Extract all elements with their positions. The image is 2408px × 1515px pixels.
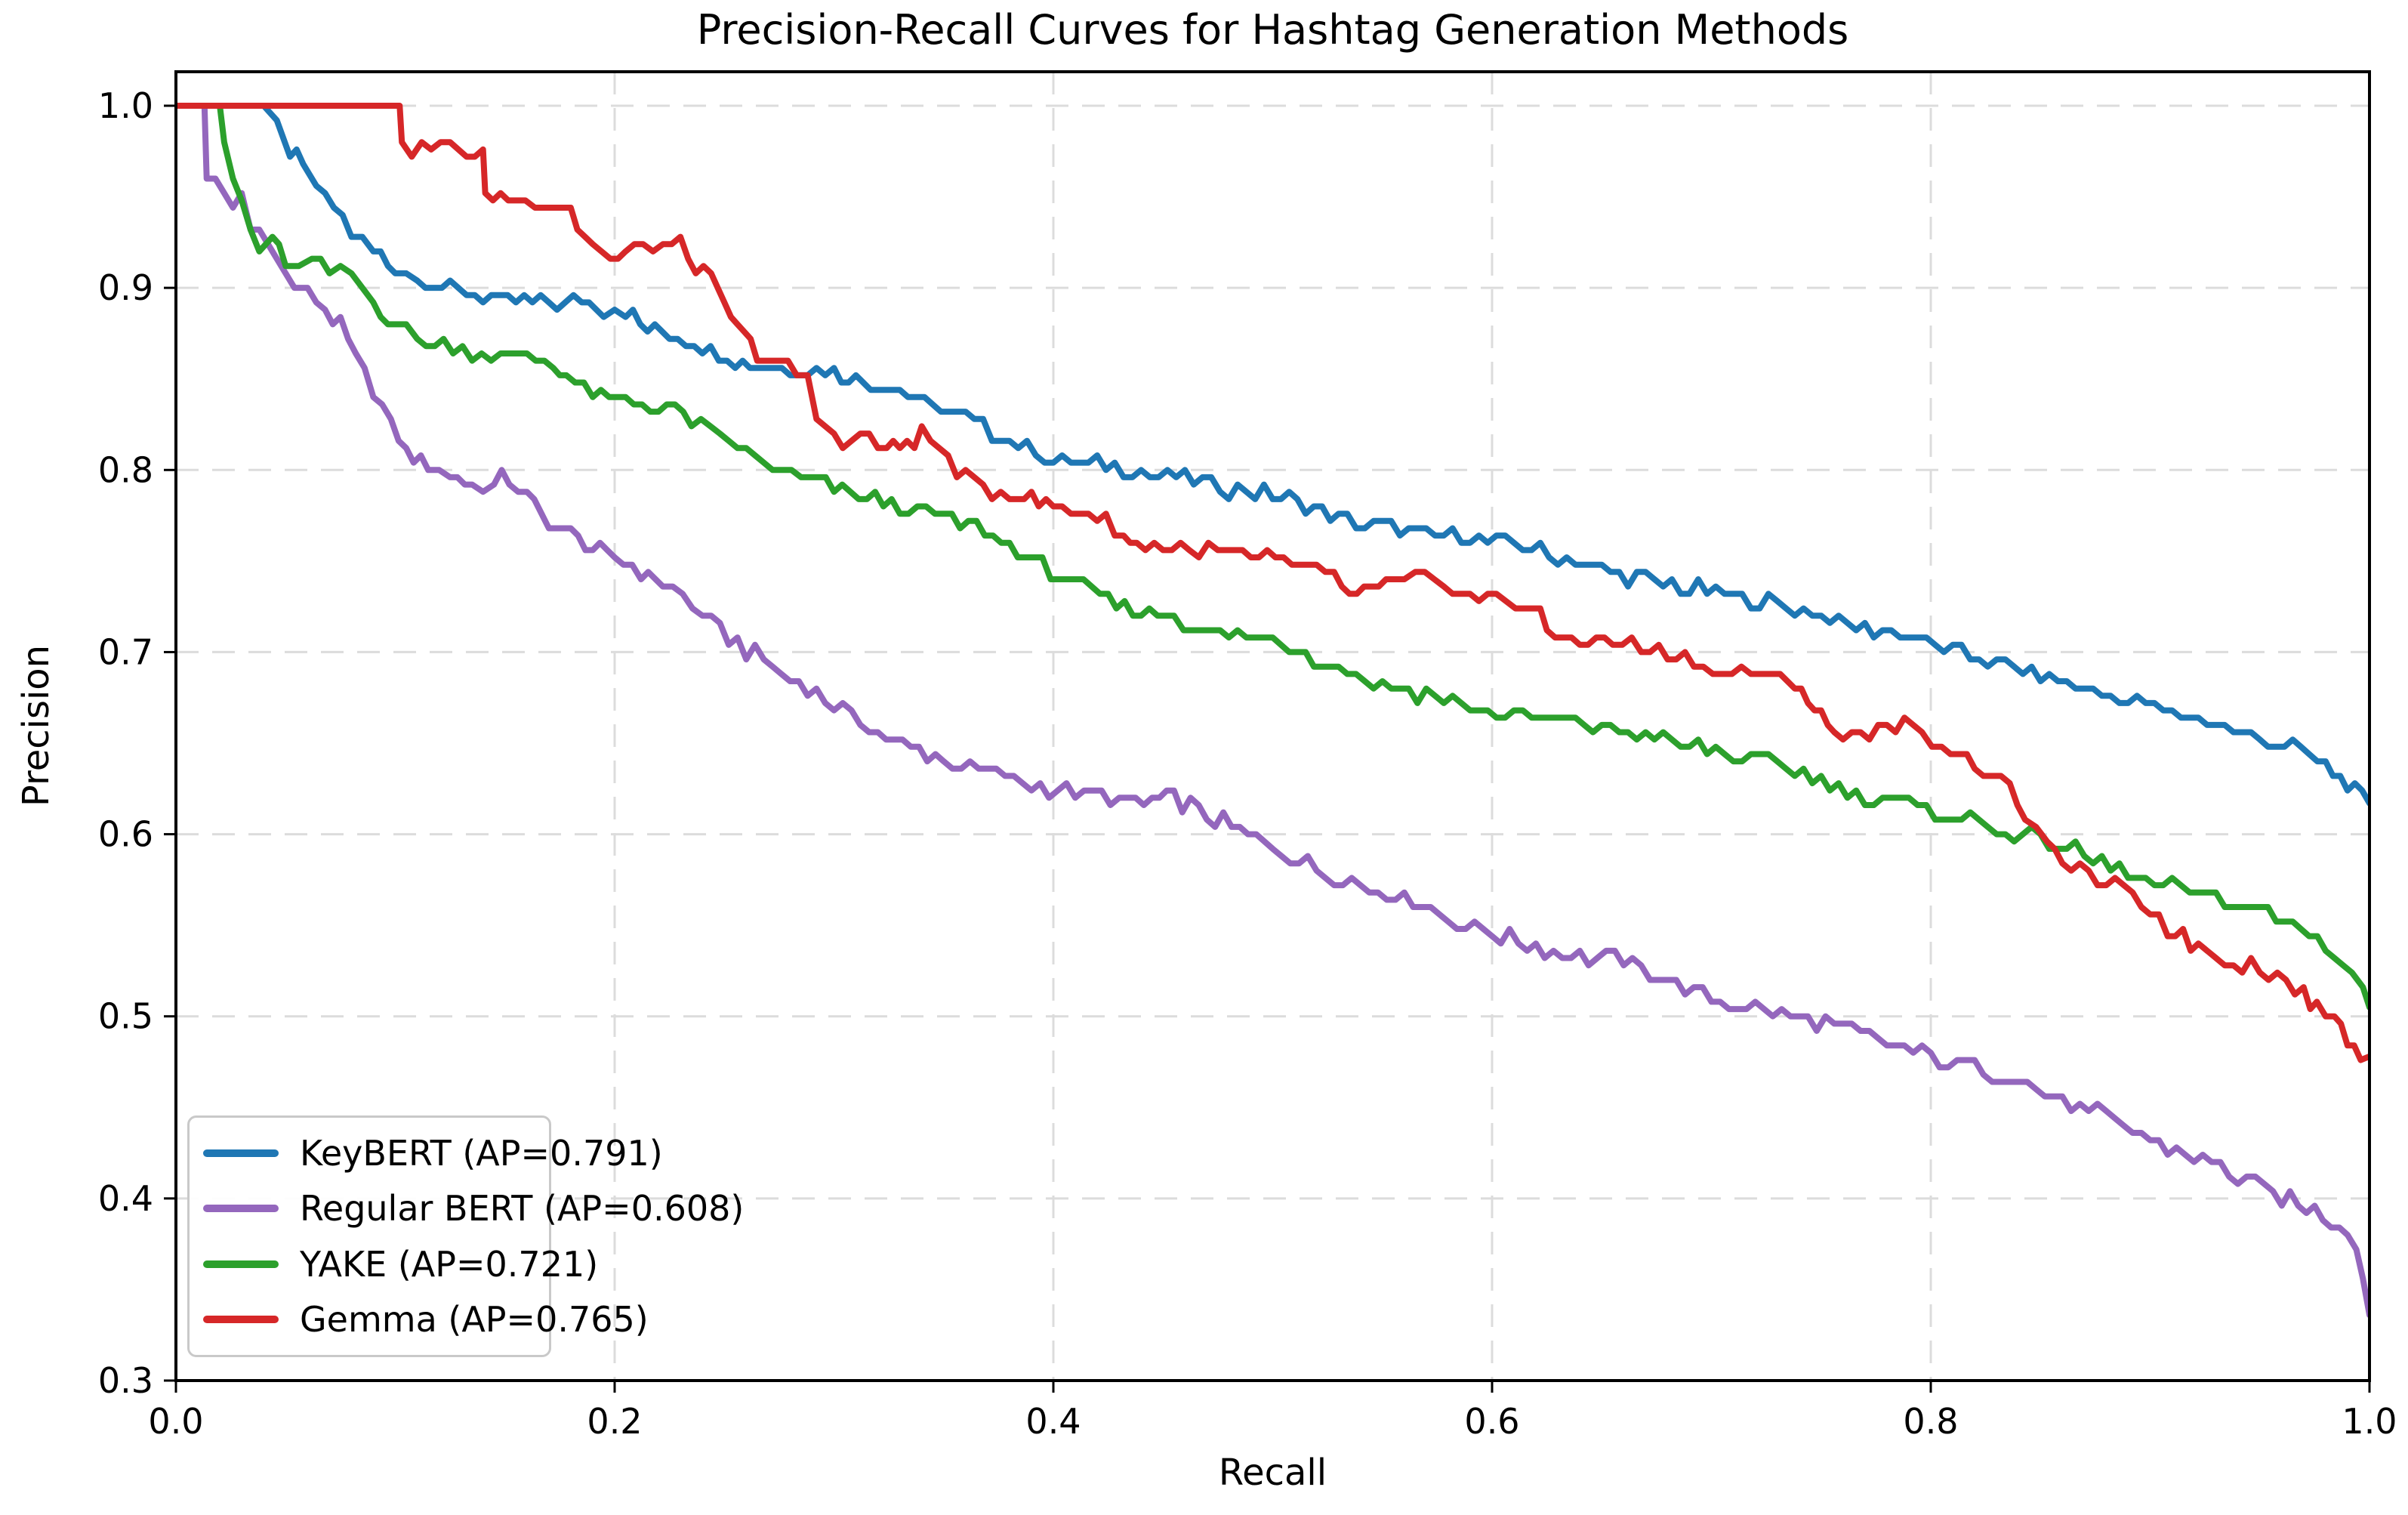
chart-title: Precision-Recall Curves for Hashtag Gene… [696,6,1849,54]
y-tick-label: 0.8 [98,449,153,490]
curve-yake [176,103,2369,1011]
y-tick-label: 0.5 [98,996,153,1037]
legend-item: KeyBERT (AP=0.791) [203,1133,663,1174]
legend-item: Regular BERT (AP=0.608) [203,1188,744,1229]
legend-label: KeyBERT (AP=0.791) [300,1132,663,1174]
x-tick-label: 0.0 [148,1401,203,1442]
y-tick-label: 0.6 [98,814,153,855]
x-axis-label: Recall [1218,1452,1327,1494]
legend-line-swatch [203,1149,279,1157]
y-tick-label: 0.4 [98,1178,153,1219]
y-tick-label: 1.0 [98,85,153,126]
axes-frame [174,70,2371,1382]
curve-keybert [176,103,2369,807]
legend-line-swatch [203,1316,279,1324]
x-tick-label: 0.2 [587,1401,642,1442]
y-tick-label: 0.3 [98,1360,153,1401]
legend-label: Regular BERT (AP=0.608) [300,1188,745,1230]
y-axis-label: Precision [15,644,57,807]
legend-label: YAKE (AP=0.721) [300,1243,599,1285]
curve-regular [176,103,2369,1319]
x-tick-label: 1.0 [2342,1401,2397,1442]
legend-label: Gemma (AP=0.765) [300,1299,649,1341]
x-tick-label: 0.4 [1025,1401,1081,1442]
legend-item: Gemma (AP=0.765) [203,1299,649,1340]
legend-line-swatch [203,1205,279,1213]
x-tick-label: 0.6 [1464,1401,1519,1442]
x-tick-label: 0.8 [1903,1401,1958,1442]
legend-line-swatch [203,1260,279,1268]
y-tick-label: 0.9 [98,267,153,308]
y-tick-label: 0.7 [98,631,153,672]
legend: KeyBERT (AP=0.791) Regular BERT (AP=0.608… [187,1115,744,1357]
curve-gemma [176,103,2369,1063]
plot-frame [174,70,2371,1382]
legend-item: YAKE (AP=0.721) [203,1244,598,1285]
